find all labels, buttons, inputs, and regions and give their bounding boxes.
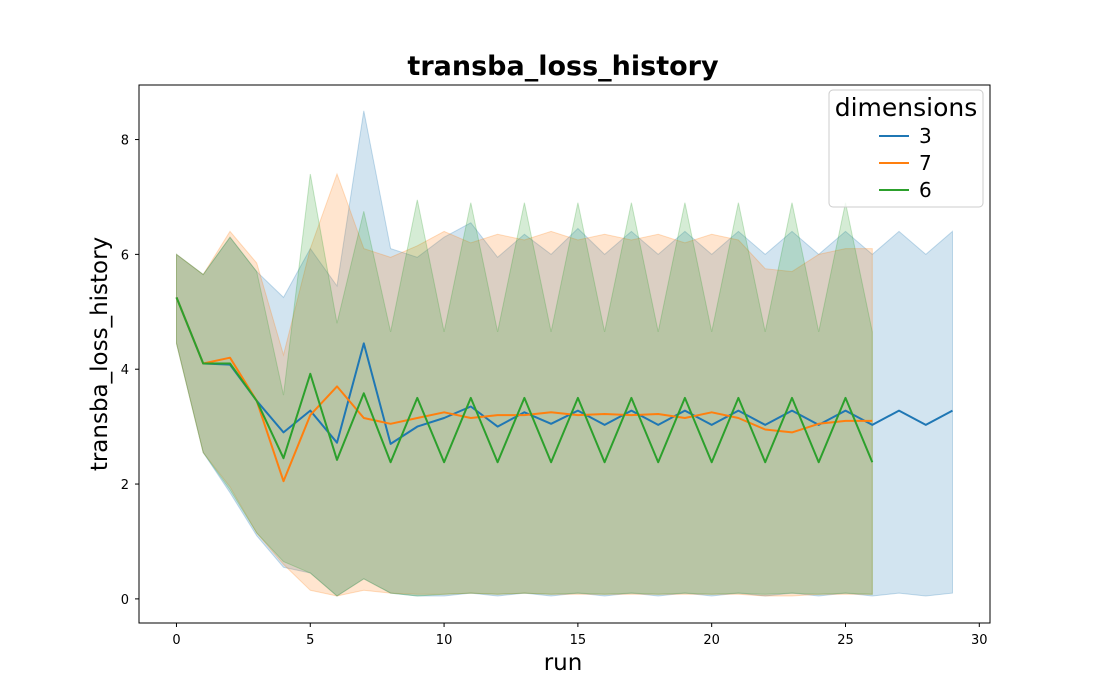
confidence-bands: [176, 110, 953, 597]
x-tick-label: 20: [703, 633, 720, 648]
plot-frame: [138, 84, 991, 624]
legend-label-3: 3: [919, 124, 932, 148]
y-tick-label: 6: [121, 248, 129, 263]
legend-box: [828, 89, 984, 208]
x-tick-label: 25: [837, 633, 854, 648]
legend-label-7: 7: [919, 151, 932, 175]
y-axis-label: transba_loss_history: [87, 237, 113, 471]
band-series-3: [176, 110, 953, 597]
chart-title: transba_loss_history: [407, 51, 719, 82]
legend: dimensions 3 7 6: [828, 89, 984, 208]
y-tick-label: 0: [121, 593, 129, 608]
band-series-7: [176, 172, 873, 597]
x-tick-label: 5: [306, 633, 314, 648]
legend-label-6: 6: [919, 178, 932, 202]
line-series-6: [175, 297, 874, 464]
x-tick-label: 15: [570, 633, 587, 648]
legend-title: dimensions: [835, 93, 978, 122]
series-lines: [175, 297, 953, 483]
x-tick-label: 30: [971, 633, 988, 648]
x-axis-label: run: [544, 650, 583, 676]
y-tick-label: 8: [121, 134, 129, 149]
x-axis-ticks: 0 5 10 15 20 25 30: [172, 623, 988, 648]
legend-items: 3 7 6: [879, 124, 932, 202]
band-series-6: [176, 173, 873, 597]
line-series-7: [175, 297, 873, 483]
x-tick-label: 0: [172, 633, 180, 648]
y-tick-label: 2: [121, 478, 129, 493]
y-tick-label: 4: [121, 363, 129, 378]
y-axis-ticks: 0 2 4 6 8: [121, 134, 139, 608]
x-tick-label: 10: [436, 633, 453, 648]
